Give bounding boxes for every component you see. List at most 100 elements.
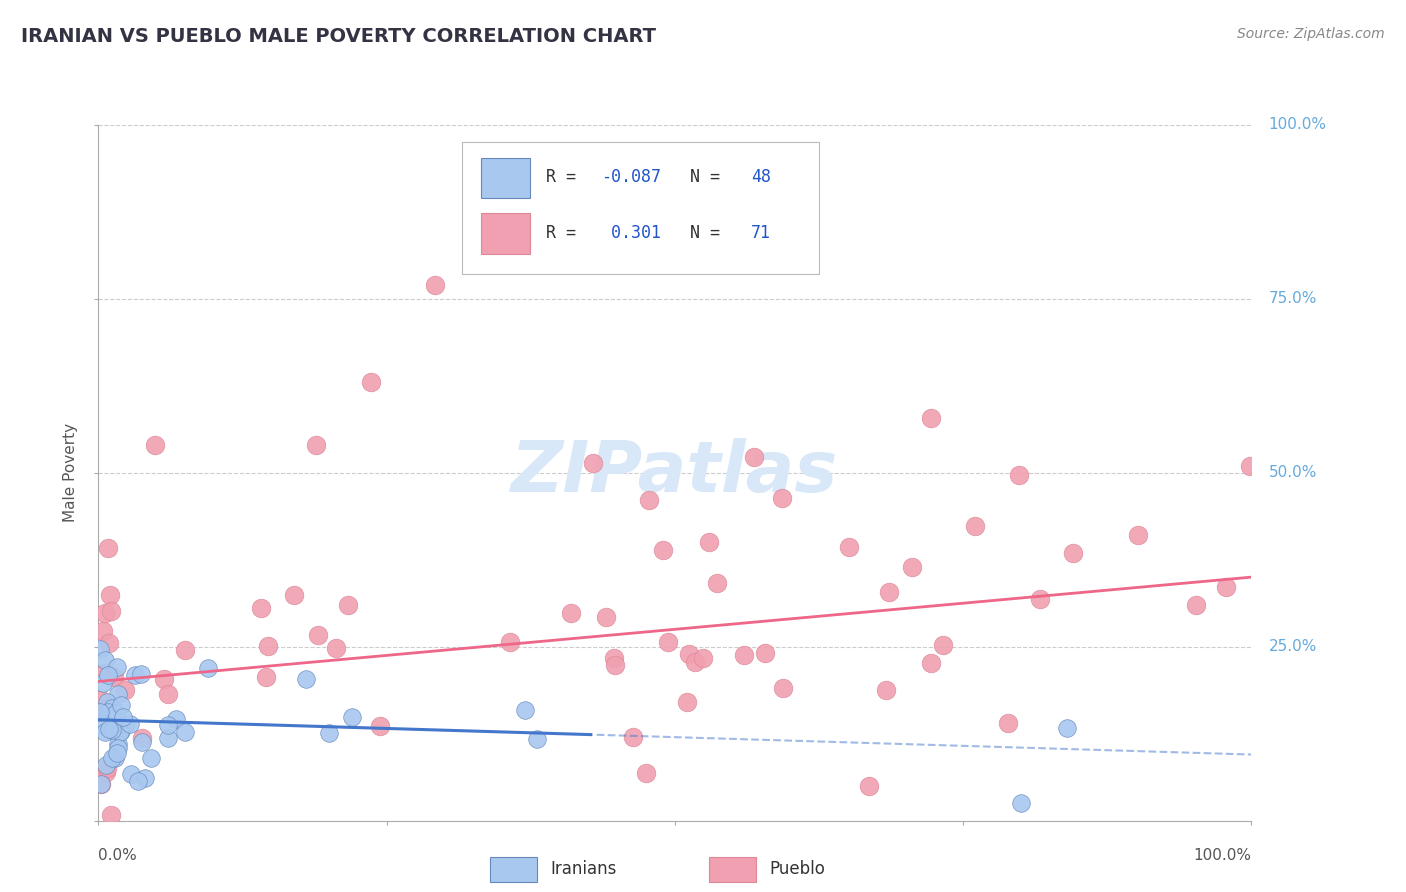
Text: 50.0%: 50.0% — [1268, 466, 1317, 480]
Point — [526, 731, 548, 746]
Point — [98, 722, 121, 736]
Point — [165, 712, 187, 726]
Point — [108, 725, 131, 739]
Text: N =: N = — [671, 224, 730, 242]
Point — [156, 687, 179, 701]
Point — [1126, 528, 1149, 542]
Point — [683, 655, 706, 669]
Point — [770, 491, 793, 505]
Point — [678, 648, 700, 662]
Point — [772, 681, 794, 695]
Point — [692, 651, 714, 665]
Text: 48: 48 — [751, 168, 770, 186]
Point — [104, 751, 127, 765]
Point — [114, 683, 136, 698]
Point — [706, 575, 728, 590]
Point — [90, 692, 112, 706]
Text: 25.0%: 25.0% — [1268, 640, 1317, 654]
Point — [97, 705, 120, 719]
Text: Pueblo: Pueblo — [769, 861, 825, 879]
Point — [901, 560, 924, 574]
Point — [1215, 580, 1237, 594]
Point — [173, 643, 195, 657]
Text: 100.0%: 100.0% — [1194, 848, 1251, 863]
Point — [595, 610, 617, 624]
Point — [90, 718, 112, 732]
Text: N =: N = — [671, 168, 730, 186]
Point — [498, 635, 520, 649]
Bar — [491, 857, 537, 882]
Point — [103, 671, 125, 685]
Point — [127, 773, 149, 788]
Point — [997, 715, 1019, 730]
Point — [120, 716, 142, 731]
Point — [91, 624, 114, 638]
Point — [97, 541, 120, 555]
Point — [742, 450, 765, 464]
Point — [173, 725, 195, 739]
Point — [105, 746, 128, 760]
Point — [325, 640, 347, 655]
Point — [152, 672, 174, 686]
Point — [96, 761, 118, 775]
Text: Source: ZipAtlas.com: Source: ZipAtlas.com — [1237, 27, 1385, 41]
Point — [621, 730, 644, 744]
Point — [283, 588, 305, 602]
Point — [931, 638, 953, 652]
Point — [94, 607, 117, 621]
Point — [1062, 546, 1084, 560]
Point — [529, 208, 551, 222]
Point — [101, 750, 124, 764]
Point — [370, 719, 392, 733]
Point — [97, 668, 120, 682]
Text: 0.0%: 0.0% — [98, 848, 138, 863]
Point — [120, 767, 142, 781]
Point — [89, 705, 111, 719]
Point — [858, 779, 880, 793]
Point — [336, 598, 359, 612]
Point — [94, 758, 117, 772]
Point — [94, 764, 117, 779]
Point — [90, 777, 112, 791]
Point — [1056, 722, 1078, 736]
Point — [754, 646, 776, 660]
Point — [257, 640, 280, 654]
Point — [560, 607, 582, 621]
Point — [360, 376, 382, 390]
Point — [733, 648, 755, 663]
Text: ZIPatlas: ZIPatlas — [512, 438, 838, 508]
Point — [107, 737, 129, 751]
FancyBboxPatch shape — [461, 142, 818, 275]
Point — [318, 726, 340, 740]
Point — [100, 807, 122, 822]
Point — [423, 277, 446, 292]
Point — [697, 534, 720, 549]
Point — [676, 695, 699, 709]
Point — [638, 493, 661, 508]
Point — [100, 723, 122, 737]
Point — [96, 695, 118, 709]
Point — [295, 672, 318, 686]
Point — [94, 725, 117, 739]
Point — [838, 540, 860, 554]
Point — [139, 751, 162, 765]
Point — [124, 668, 146, 682]
Point — [307, 628, 329, 642]
Point — [1029, 592, 1052, 607]
Point — [91, 675, 114, 690]
Point — [114, 717, 136, 731]
Point — [634, 766, 657, 780]
Point — [963, 519, 986, 533]
Text: 71: 71 — [751, 224, 770, 242]
Point — [156, 731, 179, 746]
Point — [94, 666, 117, 681]
Point — [582, 456, 605, 470]
Point — [134, 771, 156, 785]
Text: 100.0%: 100.0% — [1268, 118, 1327, 132]
Bar — [481, 158, 530, 198]
Text: -0.087: -0.087 — [602, 168, 661, 186]
Point — [513, 703, 536, 717]
Text: Iranians: Iranians — [550, 861, 617, 879]
Point — [98, 588, 121, 602]
Point — [129, 667, 152, 681]
